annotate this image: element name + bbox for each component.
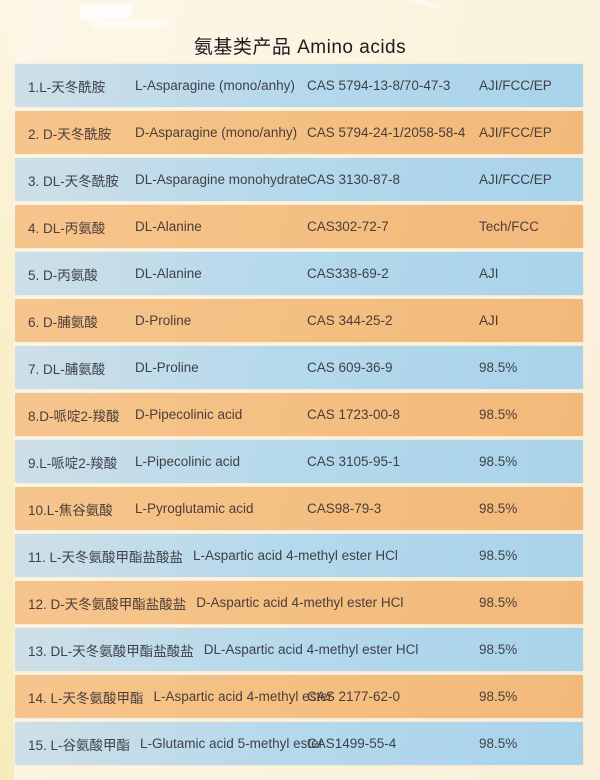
- product-cas: CAS 344-25-2: [307, 313, 393, 328]
- product-name-en: L-Asparagine (mono/anhy): [135, 78, 295, 93]
- product-cas: CAS1499-55-4: [307, 736, 397, 751]
- table-row: 3. DL-天冬酰胺 DL-Asparagine monohydrate CAS…: [15, 158, 583, 201]
- product-name-en: DL-Proline: [135, 360, 199, 375]
- page-left-edge-strip: [0, 0, 14, 780]
- table-row: 11. L-天冬氨酸甲酯盐酸盐 L-Aspartic acid 4-methyl…: [15, 534, 583, 577]
- scan-whiteout-artifact: [91, 19, 171, 29]
- product-grade: AJI/FCC/EP: [479, 172, 552, 187]
- product-cas: CAS 3130-87-8: [307, 172, 401, 187]
- product-grade: 98.5%: [479, 454, 518, 469]
- table-row: 14. L-天冬氨酸甲酯 L-Aspartic acid 4-methyl es…: [15, 675, 583, 718]
- product-grade: Tech/FCC: [479, 219, 540, 234]
- product-name-cn: 5. D-丙氨酸: [28, 267, 98, 283]
- product-cas: CAS302-72-7: [307, 219, 389, 234]
- product-name-en: DL-Alanine: [135, 219, 202, 234]
- product-cas: CAS98-79-3: [307, 501, 382, 516]
- product-name-en: DL-Aspartic acid 4-methyl ester HCl: [203, 642, 419, 657]
- product-name-en: L-Pipecolinic acid: [135, 454, 241, 469]
- product-name-en: D-Pipecolinic acid: [135, 407, 243, 422]
- table-row: 10.L-焦谷氨酸 L-Pyroglutamic acid CAS98-79-3…: [15, 487, 583, 530]
- product-name-en: D-Aspartic acid 4-methyl ester HCl: [196, 595, 404, 610]
- table-row: 5. D-丙氨酸 DL-Alanine CAS338-69-2 AJI: [15, 252, 583, 295]
- product-name-en: DL-Asparagine monohydrate: [135, 172, 308, 187]
- product-cas: CAS 2177-62-0: [307, 689, 401, 704]
- product-name-en: DL-Alanine: [135, 266, 202, 281]
- product-cas: CAS 5794-13-8/70-47-3: [307, 78, 451, 93]
- product-table: 1.L-天冬酰胺 L-Asparagine (mono/anhy) CAS 57…: [15, 64, 583, 769]
- product-grade: 98.5%: [479, 736, 518, 751]
- product-grade: 98.5%: [479, 548, 518, 563]
- product-name-en: L-Aspartic acid 4-methyl ester: [153, 689, 333, 704]
- table-row: 2. D-天冬酰胺 D-Asparagine (mono/anhy) CAS 5…: [15, 111, 583, 154]
- product-name-en: L-Aspartic acid 4-methyl ester HCl: [193, 548, 398, 563]
- product-grade: AJI/FCC/EP: [479, 78, 552, 93]
- product-name-cn: 14. L-天冬氨酸甲酯: [28, 690, 144, 706]
- product-name-en: L-Glutamic acid 5-methyl ester: [140, 736, 324, 751]
- product-name-en: D-Proline: [135, 313, 192, 328]
- table-row: 15. L-谷氨酸甲酯 L-Glutamic acid 5-methyl est…: [15, 722, 583, 765]
- product-name-cn: 15. L-谷氨酸甲酯: [28, 737, 131, 753]
- table-row: 7. DL-脯氨酸 DL-Proline CAS 609-36-9 98.5%: [15, 346, 583, 389]
- table-row: 6. D-脯氨酸 D-Proline CAS 344-25-2 AJI: [15, 299, 583, 342]
- product-name-cn: 4. DL-丙氨酸: [28, 220, 106, 236]
- product-name-cn: 10.L-焦谷氨酸: [28, 502, 113, 518]
- product-grade: 98.5%: [479, 642, 518, 657]
- page-title: 氨基类产品 Amino acids: [193, 36, 407, 58]
- product-grade: 98.5%: [479, 501, 518, 516]
- product-cas: CAS 3105-95-1: [307, 454, 401, 469]
- product-grade: AJI/FCC/EP: [479, 125, 552, 140]
- product-grade: 98.5%: [479, 595, 518, 610]
- scan-whiteout-artifact: [408, 0, 442, 10]
- product-name-cn: 7. DL-脯氨酸: [28, 361, 106, 377]
- product-name-en: D-Asparagine (mono/anhy): [135, 125, 298, 140]
- product-name-cn: 1.L-天冬酰胺: [28, 79, 106, 95]
- product-name-cn: 13. DL-天冬氨酸甲酯盐酸盐: [28, 643, 194, 659]
- product-name-cn: 11. L-天冬氨酸甲酯盐酸盐: [28, 549, 184, 565]
- product-cas: CAS338-69-2: [307, 266, 389, 281]
- table-row: 13. DL-天冬氨酸甲酯盐酸盐 DL-Aspartic acid 4-meth…: [15, 628, 583, 671]
- scan-whiteout-artifact: [79, 3, 133, 20]
- table-row: 9.L-哌啶2-羧酸 L-Pipecolinic acid CAS 3105-9…: [15, 440, 583, 483]
- product-name-en: L-Pyroglutamic acid: [135, 501, 254, 516]
- product-name-cn: 6. D-脯氨酸: [28, 314, 98, 330]
- table-row: 4. DL-丙氨酸 DL-Alanine CAS302-72-7 Tech/FC…: [15, 205, 583, 248]
- product-name-cn: 9.L-哌啶2-羧酸: [28, 455, 118, 471]
- product-cas: CAS 5794-24-1/2058-58-4: [307, 125, 466, 140]
- product-name-cn: 3. DL-天冬酰胺: [28, 173, 119, 189]
- product-cas: CAS 609-36-9: [307, 360, 393, 375]
- product-grade: 98.5%: [479, 407, 518, 422]
- product-grade: AJI: [479, 266, 499, 281]
- table-row: 1.L-天冬酰胺 L-Asparagine (mono/anhy) CAS 57…: [15, 64, 583, 107]
- product-name-cn: 8.D-哌啶2-羧酸: [28, 408, 120, 424]
- product-cas: CAS 1723-00-8: [307, 407, 401, 422]
- product-grade: 98.5%: [479, 360, 518, 375]
- product-grade: 98.5%: [479, 689, 518, 704]
- table-row: 8.D-哌啶2-羧酸 D-Pipecolinic acid CAS 1723-0…: [15, 393, 583, 436]
- product-name-cn: 2. D-天冬酰胺: [28, 126, 112, 142]
- product-grade: AJI: [479, 313, 499, 328]
- table-row: 12. D-天冬氨酸甲酯盐酸盐 D-Aspartic acid 4-methyl…: [15, 581, 583, 624]
- product-name-cn: 12. D-天冬氨酸甲酯盐酸盐: [28, 596, 187, 612]
